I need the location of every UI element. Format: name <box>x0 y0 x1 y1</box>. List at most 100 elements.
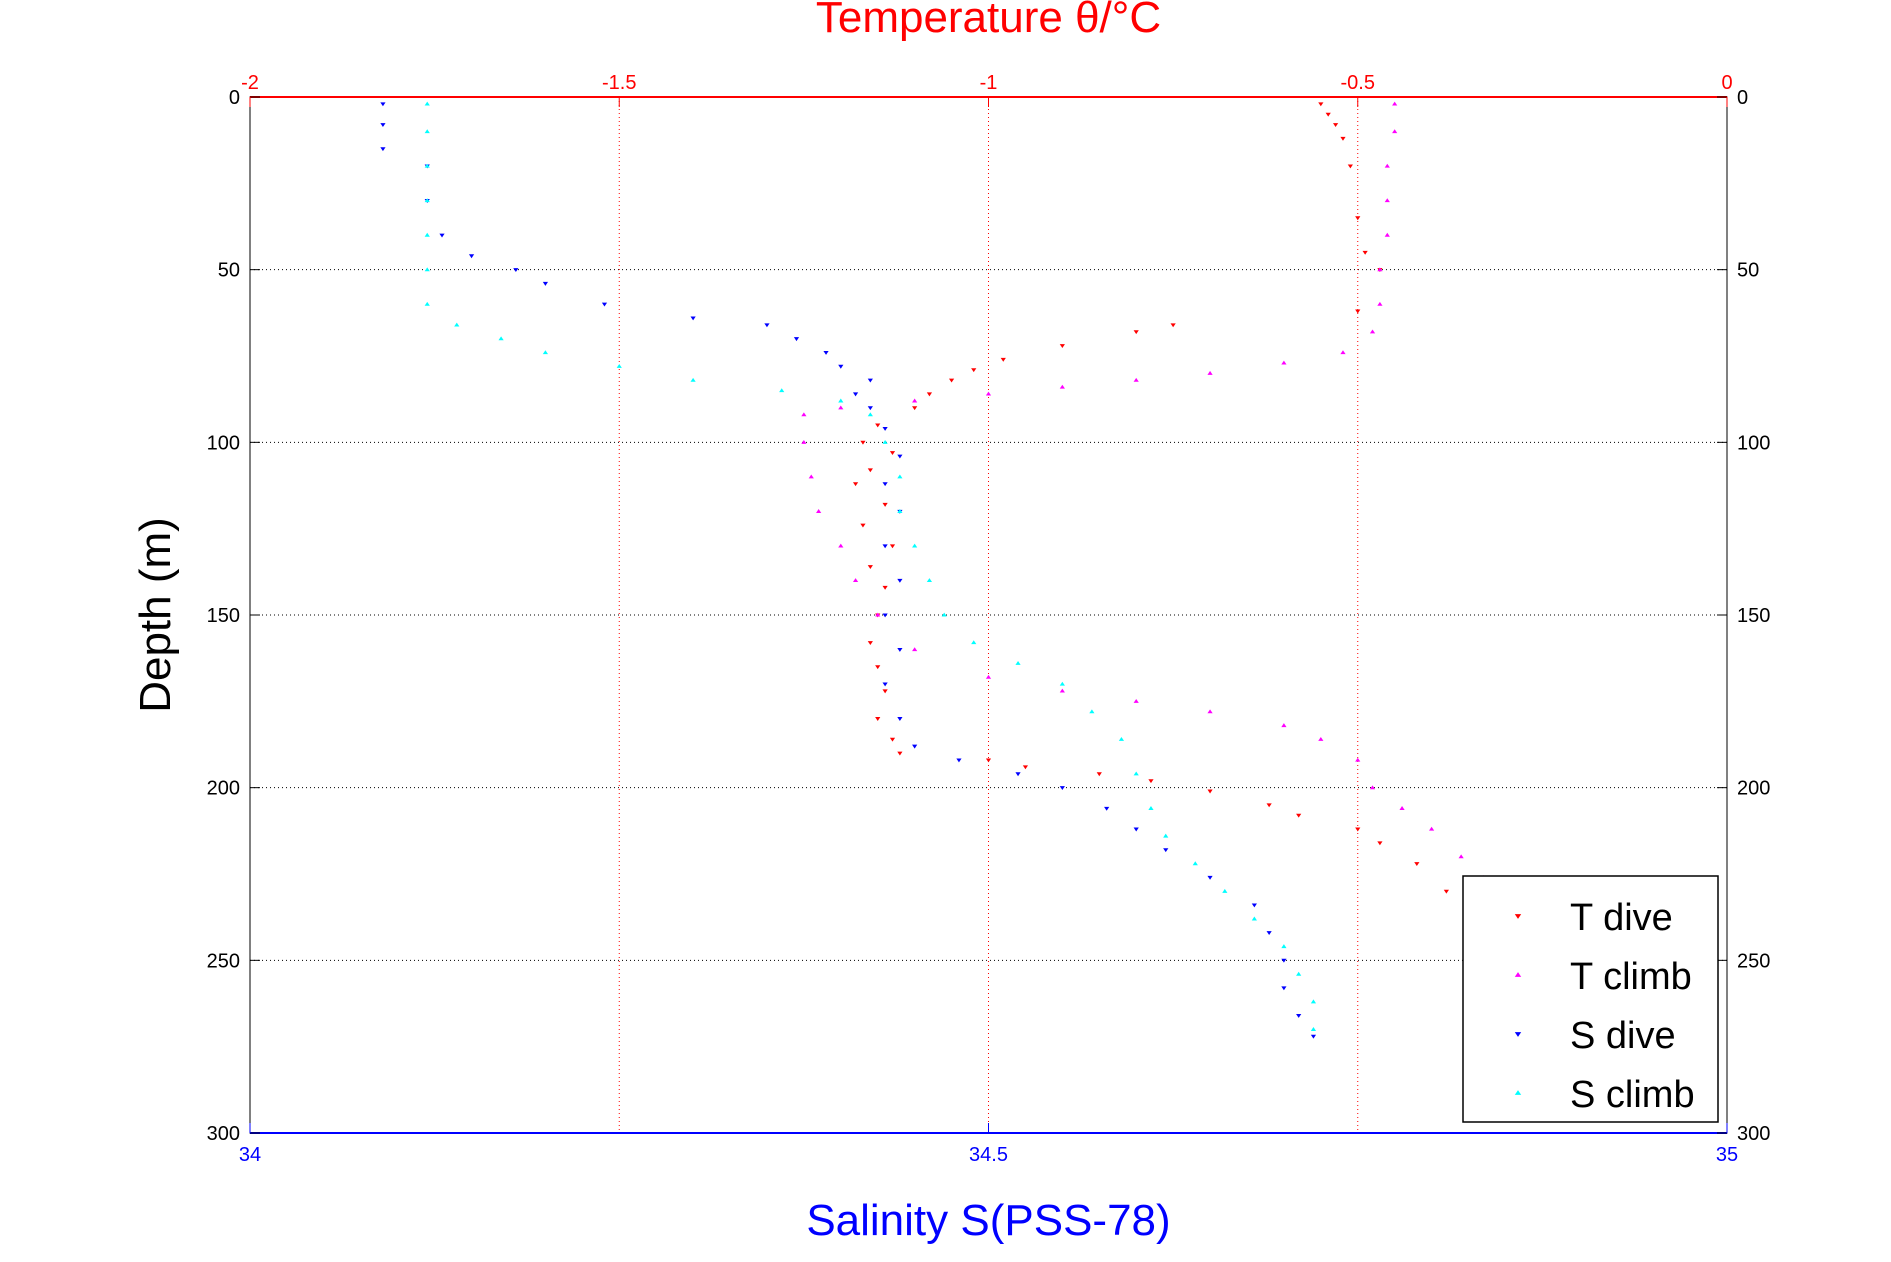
legend-label: T dive <box>1570 897 1673 939</box>
data-point <box>1414 862 1420 866</box>
data-point <box>1163 848 1169 853</box>
data-point <box>889 737 896 742</box>
data-point <box>860 440 866 445</box>
data-point <box>1362 250 1368 255</box>
data-point <box>424 198 430 203</box>
top-axis-title: Temperature θ/°C <box>816 0 1161 42</box>
data-point <box>1443 889 1449 894</box>
data-point <box>1133 771 1139 776</box>
data-point <box>439 233 445 238</box>
data-point <box>971 368 977 373</box>
data-point <box>912 398 918 403</box>
data-point <box>1369 785 1376 790</box>
data-point <box>882 502 888 507</box>
data-point <box>852 392 859 397</box>
data-point <box>424 232 430 237</box>
data-point <box>882 439 888 444</box>
data-point <box>882 426 888 431</box>
data-point <box>1340 350 1346 355</box>
data-point <box>882 585 888 590</box>
data-point <box>380 123 386 127</box>
grid <box>250 97 1727 1133</box>
y-tick-label-right: 150 <box>1737 605 1770 627</box>
data-point <box>926 392 933 397</box>
data-point <box>838 364 844 369</box>
legend-label: S dive <box>1570 1015 1676 1057</box>
y-axis-title: Depth (m) <box>131 517 180 713</box>
data-point <box>1089 709 1095 714</box>
y-tick-label-right: 250 <box>1737 950 1770 972</box>
data-point <box>1104 806 1110 811</box>
bottom-tick-label: 34.5 <box>969 1144 1008 1166</box>
data-point <box>1022 765 1029 770</box>
data-point <box>1266 803 1272 808</box>
data-point <box>875 423 881 428</box>
data-point <box>690 377 696 382</box>
data-point <box>912 543 918 548</box>
y-tick-label-right: 100 <box>1737 432 1770 454</box>
data-point <box>1251 903 1257 908</box>
legend-label: S climb <box>1570 1074 1695 1116</box>
data-point <box>838 543 844 548</box>
data-point <box>1281 958 1287 963</box>
data-point <box>897 647 903 652</box>
data-point <box>867 565 873 569</box>
data-point <box>882 544 888 549</box>
y-tick-label-left: 300 <box>207 1123 240 1145</box>
data-point <box>1207 875 1213 880</box>
data-point <box>1170 323 1176 328</box>
y-tick-label-right: 0 <box>1737 87 1748 109</box>
data-point <box>1310 999 1317 1004</box>
data-point <box>816 509 822 513</box>
data-point <box>852 482 859 487</box>
data-point <box>1377 841 1383 846</box>
top-tick-label: -1 <box>980 72 998 94</box>
data-point <box>1377 267 1383 272</box>
data-point <box>1355 309 1361 314</box>
data-point <box>1281 360 1287 365</box>
data-point <box>1332 123 1339 127</box>
data-point <box>926 578 933 583</box>
data-point <box>1325 112 1331 117</box>
data-point <box>1148 806 1154 810</box>
data-point <box>838 398 844 403</box>
data-point <box>498 336 504 341</box>
data-point <box>985 758 992 763</box>
data-point <box>1340 136 1346 141</box>
data-point <box>867 406 873 411</box>
data-point <box>867 468 873 473</box>
legend: T dive T climb S dive S climb <box>1462 875 1719 1123</box>
data-point <box>1222 888 1228 893</box>
data-point <box>542 350 548 355</box>
data-points <box>380 101 1486 1039</box>
data-point <box>1384 232 1390 237</box>
data-point <box>1148 779 1154 784</box>
data-point <box>956 758 962 763</box>
data-point <box>1133 698 1139 703</box>
data-point <box>1118 736 1125 741</box>
data-point <box>985 674 992 679</box>
data-point <box>1015 772 1021 777</box>
y-tick-label-right: 200 <box>1737 778 1770 800</box>
data-point <box>468 254 475 259</box>
data-point <box>1296 813 1302 818</box>
data-point <box>1096 772 1102 777</box>
top-tick-label: 0 <box>1721 72 1732 94</box>
legend-marker <box>1514 914 1522 919</box>
data-point <box>1281 944 1287 949</box>
data-point <box>838 405 844 410</box>
data-point <box>601 302 608 307</box>
data-point <box>513 268 519 273</box>
data-point <box>1163 833 1169 838</box>
data-point <box>897 751 903 756</box>
data-point <box>1355 827 1361 832</box>
data-point <box>1399 806 1405 810</box>
data-point <box>1369 329 1376 334</box>
data-point <box>860 523 866 528</box>
data-point <box>882 682 888 687</box>
data-point <box>1207 789 1213 794</box>
data-point <box>424 101 430 106</box>
data-point <box>1281 986 1287 991</box>
